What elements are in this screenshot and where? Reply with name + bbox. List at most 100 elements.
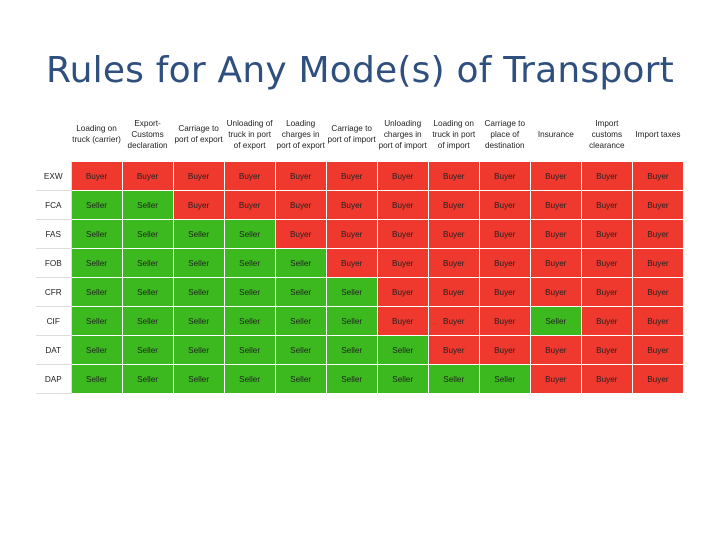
table-cell: Seller xyxy=(224,364,276,394)
table-cell: Seller xyxy=(71,190,123,220)
table-cell: Buyer xyxy=(326,248,378,278)
row-label: EXW xyxy=(36,162,72,191)
table-cell: Seller xyxy=(173,364,225,394)
table-cell: Seller xyxy=(224,306,276,336)
row-label: FOB xyxy=(36,248,72,278)
table-cell: Buyer xyxy=(428,335,480,365)
table-row: FOB Seller Seller Seller Seller Seller Buyer Bu… xyxy=(36,248,685,278)
table-cell: Seller xyxy=(122,306,174,336)
table-cell: Seller xyxy=(71,335,123,365)
table-cell: Buyer xyxy=(632,162,685,191)
column-header: Import customs clearance xyxy=(581,106,633,162)
table-row: FAS Seller Seller Seller Seller Buyer Buyer Buy… xyxy=(36,219,685,249)
table-cell: Buyer xyxy=(530,219,582,249)
row-label: CFR xyxy=(36,277,72,307)
table-cell: Seller xyxy=(173,248,225,278)
table-cell: Seller xyxy=(173,219,225,249)
table-cell: Buyer xyxy=(581,162,633,191)
table-cell: Buyer xyxy=(428,306,480,336)
table-cell: Seller xyxy=(122,219,174,249)
table-cell: Seller xyxy=(122,335,174,365)
table-cell: Buyer xyxy=(224,190,276,220)
table-cell: Buyer xyxy=(632,306,685,336)
table-cell: Buyer xyxy=(377,277,429,307)
table-cell: Seller xyxy=(224,277,276,307)
column-header: Import taxes xyxy=(632,106,684,162)
column-header: Loading on truck (carrier) xyxy=(71,106,123,162)
table-cell: Seller xyxy=(224,335,276,365)
table-cell: Seller xyxy=(326,277,378,307)
table-cell: Buyer xyxy=(479,162,531,191)
table-cell: Buyer xyxy=(326,162,378,191)
table-cell: Seller xyxy=(275,364,327,394)
incoterms-table: Loading on truck (carrier) Export-Custom… xyxy=(36,106,685,394)
table-cell: Seller xyxy=(173,306,225,336)
column-header: Insurance xyxy=(530,106,582,162)
table-row: FCA Seller Seller Buyer Buyer Buyer Buyer Buyer… xyxy=(36,190,685,220)
table-cell: Buyer xyxy=(581,248,633,278)
column-header: Carriage to port of export xyxy=(173,106,225,162)
table-cell: Buyer xyxy=(173,162,225,191)
column-header: Unloading of truck in port of export xyxy=(224,106,276,162)
table-cell: Buyer xyxy=(122,162,174,191)
table-cell: Seller xyxy=(71,306,123,336)
table-cell: Seller xyxy=(326,335,378,365)
table-cell: Buyer xyxy=(530,277,582,307)
row-label: FCA xyxy=(36,190,72,220)
table-cell: Seller xyxy=(173,335,225,365)
table-body: EXW Buyer Buyer Buyer Buyer Buyer Buyer Buyer Bu… xyxy=(36,162,685,394)
table-cell: Seller xyxy=(377,364,429,394)
table-cell: Buyer xyxy=(479,219,531,249)
corner-cell xyxy=(36,106,71,162)
table-cell: Seller xyxy=(275,335,327,365)
table-cell: Seller xyxy=(224,219,276,249)
table-cell: Buyer xyxy=(632,335,685,365)
table-cell: Buyer xyxy=(479,248,531,278)
column-header: Loading charges in port of export xyxy=(275,106,327,162)
table-cell: Buyer xyxy=(581,364,633,394)
table-cell: Buyer xyxy=(326,190,378,220)
column-header: Carriage to port of import xyxy=(326,106,378,162)
table-cell: Buyer xyxy=(479,277,531,307)
table-cell: Buyer xyxy=(428,219,480,249)
table-cell: Buyer xyxy=(377,248,429,278)
table-cell: Buyer xyxy=(377,306,429,336)
table-cell: Buyer xyxy=(173,190,225,220)
table-cell: Seller xyxy=(71,364,123,394)
table-cell: Buyer xyxy=(581,277,633,307)
table-cell: Buyer xyxy=(530,162,582,191)
table-cell: Seller xyxy=(122,277,174,307)
table-cell: Buyer xyxy=(632,248,685,278)
table-cell: Buyer xyxy=(224,162,276,191)
row-label: FAS xyxy=(36,219,72,249)
page-title: Rules for Any Mode(s) of Transport xyxy=(46,50,674,91)
table-cell: Buyer xyxy=(530,190,582,220)
table-cell: Buyer xyxy=(479,335,531,365)
table-cell: Seller xyxy=(224,248,276,278)
table-cell: Buyer xyxy=(632,219,685,249)
table-cell: Buyer xyxy=(632,190,685,220)
table-cell: Buyer xyxy=(632,277,685,307)
table-cell: Buyer xyxy=(530,335,582,365)
table-cell: Buyer xyxy=(479,306,531,336)
table-cell: Buyer xyxy=(479,190,531,220)
header-row: Loading on truck (carrier) Export-Custom… xyxy=(36,106,684,162)
table-cell: Buyer xyxy=(275,162,327,191)
table-cell: Buyer xyxy=(530,364,582,394)
table-cell: Seller xyxy=(71,277,123,307)
table-row: DAT Seller Seller Seller Seller Seller Seller S… xyxy=(36,335,685,365)
table-cell: Buyer xyxy=(377,190,429,220)
table-cell: Seller xyxy=(275,277,327,307)
column-header: Export-Customs declaration xyxy=(122,106,174,162)
table-cell: Buyer xyxy=(326,219,378,249)
table-cell: Buyer xyxy=(530,248,582,278)
table-row: EXW Buyer Buyer Buyer Buyer Buyer Buyer Buyer Bu… xyxy=(36,162,685,191)
row-label: CIF xyxy=(36,306,72,336)
table-cell: Buyer xyxy=(275,190,327,220)
table-cell: Buyer xyxy=(428,248,480,278)
table-row: CFR Seller Seller Seller Seller Seller Seller B… xyxy=(36,277,685,307)
table-cell: Seller xyxy=(71,248,123,278)
table-cell: Buyer xyxy=(71,162,123,191)
table-cell: Seller xyxy=(122,190,174,220)
table-cell: Seller xyxy=(428,364,480,394)
